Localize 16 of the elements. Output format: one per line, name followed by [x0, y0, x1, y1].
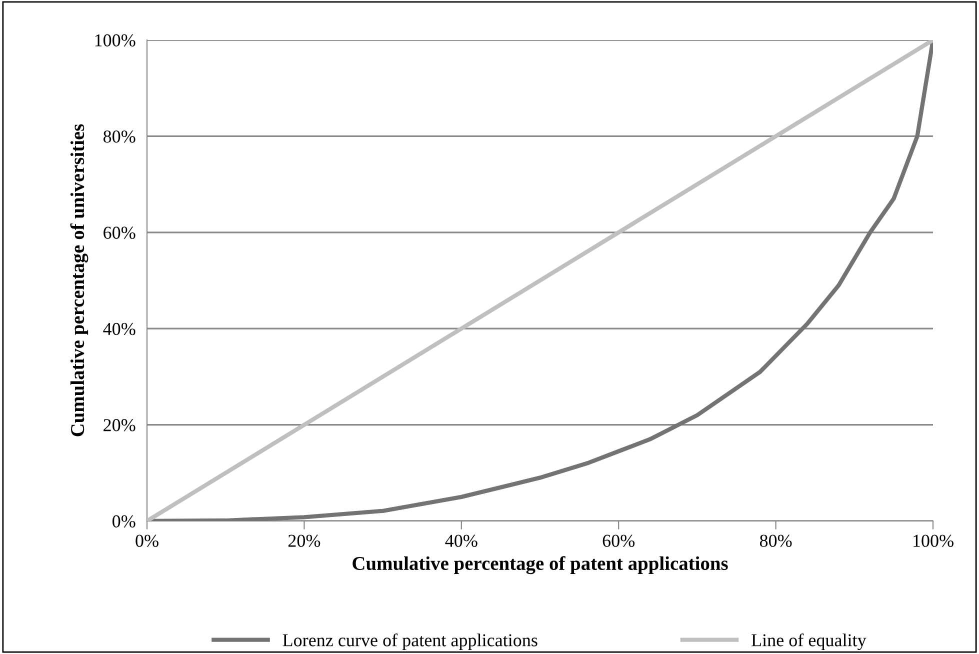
- x-tick-label: 0%: [136, 534, 158, 547]
- y-tick-label: 20%: [104, 419, 136, 432]
- y-tick-label: 60%: [104, 226, 136, 239]
- y-tick-label: 0%: [112, 515, 136, 528]
- x-tick-label: 20%: [288, 534, 320, 547]
- legend-label: Lorenz curve of patent applications: [282, 633, 538, 650]
- x-tick-label: 80%: [760, 534, 792, 547]
- y-axis-title: Cumulative percentage of universities: [70, 124, 88, 436]
- legend-label: Line of equality: [752, 633, 866, 650]
- y-tick-label: 100%: [95, 34, 136, 46]
- x-tick-label: 100%: [914, 534, 954, 547]
- x-axis-title: Cumulative percentage of patent applications: [352, 556, 728, 574]
- y-tick-label: 80%: [103, 130, 136, 143]
- x-tick-label: 60%: [602, 534, 635, 547]
- x-tick-label: 40%: [445, 534, 478, 547]
- y-tick-label: 40%: [103, 322, 136, 336]
